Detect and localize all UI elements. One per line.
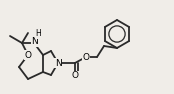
Text: H: H: [35, 30, 41, 39]
Text: N: N: [55, 58, 61, 67]
Text: O: O: [72, 72, 78, 80]
Text: O: O: [82, 53, 89, 61]
Text: O: O: [25, 50, 31, 60]
Text: N: N: [32, 38, 38, 47]
